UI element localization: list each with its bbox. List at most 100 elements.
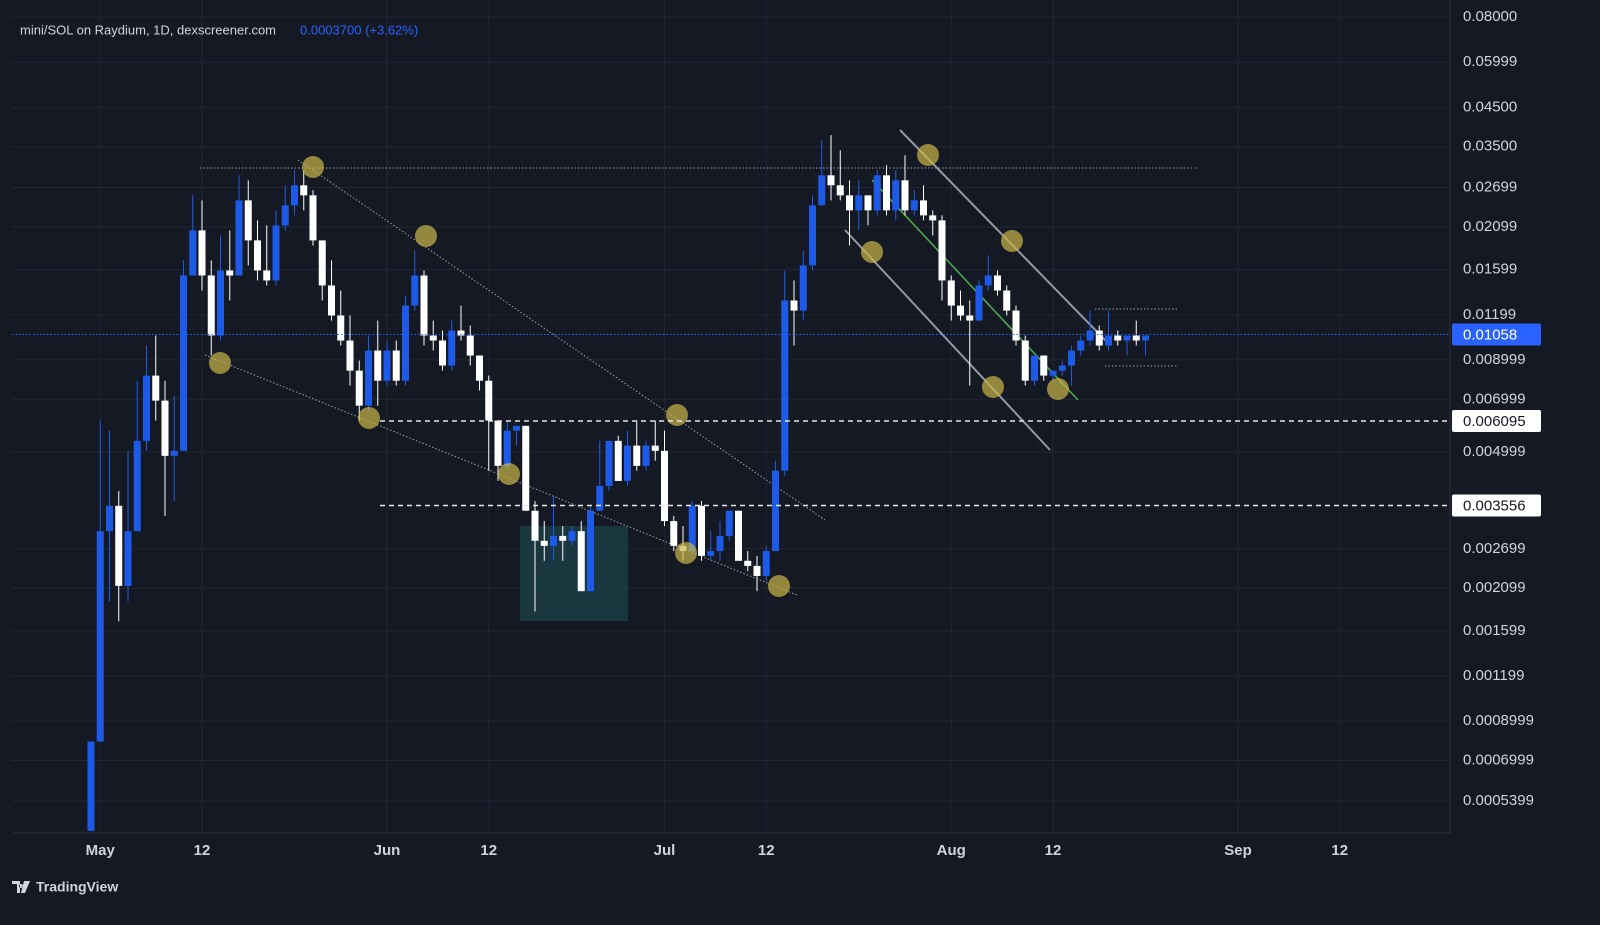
candle-body: [1077, 340, 1085, 351]
candle-body: [429, 335, 437, 341]
pivot-marker: [861, 241, 883, 263]
candle-body: [540, 540, 548, 546]
candle-body: [189, 230, 197, 276]
y-tick-label: 0.0005399: [1463, 792, 1534, 809]
candle-body: [476, 355, 483, 381]
candle-body: [984, 275, 992, 286]
candle-body: [513, 425, 520, 431]
candle-body: [975, 285, 983, 321]
candle-body: [929, 215, 937, 221]
candle-body: [522, 425, 530, 511]
candle-body: [115, 505, 123, 586]
candle-body: [420, 275, 428, 336]
candle-body: [836, 185, 844, 196]
candle-body: [346, 340, 354, 371]
candle-body: [735, 510, 742, 561]
candle-body: [698, 505, 705, 556]
candle-body: [531, 510, 539, 541]
candle-body: [318, 240, 326, 286]
pivot-marker: [917, 144, 939, 166]
candle-body: [633, 445, 641, 466]
candle-body: [448, 330, 456, 366]
candle-body: [596, 485, 604, 511]
pivot-marker: [768, 575, 790, 597]
candle-body: [892, 180, 900, 211]
y-tick-label: 0.02099: [1463, 218, 1517, 235]
candle-body: [106, 505, 113, 532]
candle-body: [873, 175, 881, 211]
pivot-marker: [1001, 230, 1023, 252]
candle-body: [1114, 335, 1122, 341]
zone-box: [520, 526, 628, 621]
candle-body: [642, 445, 650, 466]
candle-body: [1105, 335, 1112, 346]
candle-body: [605, 440, 613, 486]
candle-body: [781, 300, 789, 471]
candle-body: [624, 445, 631, 481]
pivot-marker: [498, 463, 520, 485]
candle-body: [559, 535, 567, 541]
candle-body: [217, 270, 224, 336]
candle-body: [1012, 310, 1020, 341]
trend-line: [297, 159, 826, 521]
candle-body: [503, 430, 511, 466]
candle-body: [762, 551, 770, 576]
pivot-markers: [209, 144, 1069, 597]
x-tick-label: Jul: [654, 842, 676, 859]
candle-body: [883, 175, 890, 211]
candle-body: [402, 305, 409, 381]
candle-body: [161, 400, 169, 456]
candle-body: [1132, 335, 1140, 341]
candle-body: [1086, 330, 1094, 341]
candle-body: [170, 450, 178, 456]
candle-body: [855, 195, 863, 211]
y-tick-label: 0.004999: [1463, 443, 1526, 460]
y-tick-label: 0.008999: [1463, 351, 1526, 368]
y-tick-label: 0.01599: [1463, 261, 1517, 278]
candle-body: [300, 185, 308, 196]
candle-body: [947, 280, 955, 306]
candle-body: [392, 350, 400, 381]
x-tick-label: 12: [758, 842, 775, 859]
candle-body: [235, 200, 243, 276]
drawings: [200, 129, 1198, 621]
price-level-label: 0.006095: [1463, 413, 1526, 430]
candle-body: [494, 420, 502, 466]
candle-body: [254, 240, 261, 271]
candle-body: [550, 535, 557, 546]
x-tick-label: 12: [480, 842, 497, 859]
candle-body: [374, 350, 382, 381]
last-price-label: 0.01058: [1463, 326, 1517, 343]
candle-body: [818, 175, 826, 206]
candle-body: [87, 741, 95, 831]
candle-body: [226, 270, 234, 276]
price-level-label: 0.003556: [1463, 497, 1526, 514]
candle-body: [966, 315, 974, 321]
candle-body: [244, 200, 252, 241]
candle-body: [383, 350, 391, 381]
candle-body: [272, 225, 280, 281]
candle-body: [994, 275, 1001, 291]
candle-body: [439, 340, 446, 366]
candle-body: [180, 275, 187, 451]
candle-body: [328, 285, 335, 316]
candle-body: [457, 330, 465, 336]
candle-body: [910, 200, 918, 211]
candle-body: [291, 185, 298, 206]
y-tick-label: 0.05999: [1463, 53, 1517, 70]
brand-icon: [12, 881, 30, 893]
candle-body: [772, 470, 779, 552]
y-tick-label: 0.04500: [1463, 98, 1517, 115]
candle-body: [577, 531, 585, 592]
x-tick-label: Sep: [1224, 842, 1252, 859]
candle-body: [864, 195, 872, 211]
candle-body: [614, 440, 622, 481]
pivot-marker: [209, 352, 231, 374]
y-tick-label: 0.02699: [1463, 179, 1517, 196]
x-tick-label: May: [86, 842, 116, 859]
candle-body: [1095, 330, 1103, 346]
candle-body: [365, 350, 372, 406]
pivot-marker: [675, 542, 697, 564]
